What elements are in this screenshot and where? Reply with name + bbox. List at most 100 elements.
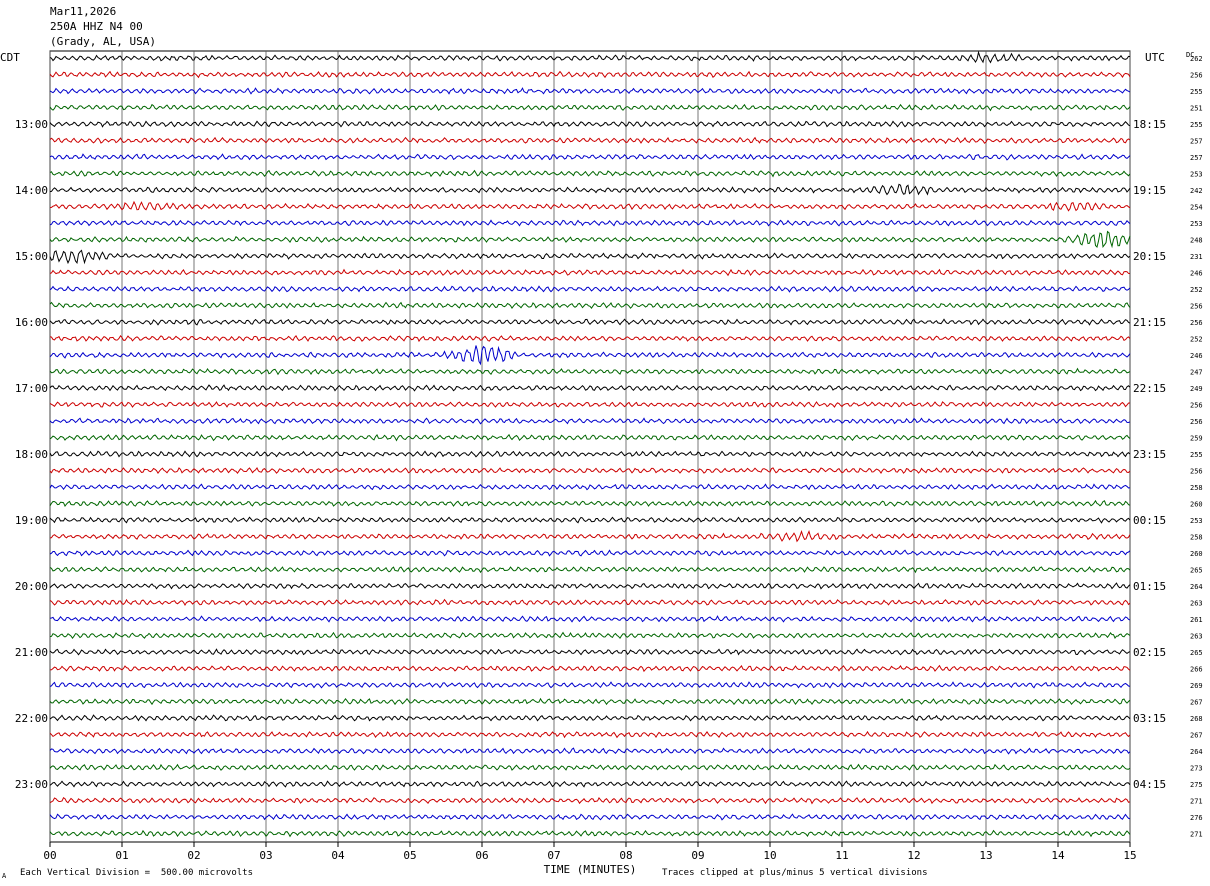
- dc-value: 252: [1190, 336, 1203, 344]
- dc-value: 246: [1190, 270, 1203, 278]
- seismic-trace: [49, 681, 1131, 689]
- dc-value: 264: [1190, 583, 1203, 591]
- date-label: Mar11,2026: [50, 5, 117, 18]
- dc-value: 253: [1190, 517, 1203, 525]
- seismic-trace: [49, 50, 1131, 64]
- dc-value: 265: [1190, 567, 1203, 575]
- seismic-trace: [49, 120, 1131, 128]
- seismic-trace: [49, 796, 1131, 805]
- dc-value: 271: [1190, 798, 1203, 806]
- seismic-trace: [49, 301, 1131, 310]
- seismic-trace: [49, 582, 1131, 590]
- x-tick-label: 15: [1123, 849, 1136, 862]
- right-hour-label: 00:15: [1133, 514, 1166, 527]
- right-hour-label: 19:15: [1133, 184, 1166, 197]
- seismic-trace: [49, 598, 1131, 607]
- dc-value: 271: [1190, 831, 1203, 839]
- left-hour-label: 23:00: [15, 778, 48, 791]
- seismic-trace: [49, 763, 1131, 771]
- seismic-trace: [49, 697, 1131, 706]
- dc-value: 276: [1190, 814, 1203, 822]
- dc-value: 267: [1190, 699, 1203, 707]
- seismic-trace: [49, 153, 1131, 161]
- seismic-trace: [49, 631, 1131, 640]
- dc-value: 262: [1190, 55, 1203, 63]
- seismic-trace: [49, 230, 1131, 249]
- dc-value: 255: [1190, 121, 1203, 129]
- seismic-trace: [49, 103, 1131, 112]
- dc-value: 254: [1190, 204, 1203, 212]
- corner-mark: A: [2, 872, 7, 880]
- dc-value: 263: [1190, 633, 1203, 641]
- left-hour-label: 22:00: [15, 712, 48, 725]
- seismic-trace: [49, 648, 1131, 656]
- dc-value: 256: [1190, 418, 1203, 426]
- right-zone-label: UTC: [1145, 51, 1165, 64]
- dc-value: 259: [1190, 435, 1203, 443]
- left-hour-label: 14:00: [15, 184, 48, 197]
- seismic-trace: [49, 747, 1131, 755]
- seismic-trace: [49, 417, 1131, 425]
- right-hour-label: 18:15: [1133, 118, 1166, 131]
- left-hour-label: 20:00: [15, 580, 48, 593]
- x-tick-label: 14: [1051, 849, 1065, 862]
- x-tick-label: 08: [619, 849, 632, 862]
- dc-value: 255: [1190, 451, 1203, 459]
- dc-value: 256: [1190, 468, 1203, 476]
- right-hour-label: 20:15: [1133, 250, 1166, 263]
- seismic-trace: [49, 285, 1131, 293]
- seismic-trace: [49, 268, 1131, 277]
- dc-value: 242: [1190, 187, 1203, 195]
- left-hour-label: 15:00: [15, 250, 48, 263]
- dc-value: 256: [1190, 319, 1203, 327]
- dc-value: 257: [1190, 154, 1203, 162]
- seismic-trace: [49, 384, 1131, 392]
- location-label: (Grady, AL, USA): [50, 35, 156, 48]
- seismic-trace: [49, 730, 1131, 739]
- dc-value: 266: [1190, 666, 1203, 674]
- right-hour-label: 23:15: [1133, 448, 1166, 461]
- x-tick-label: 06: [475, 849, 488, 862]
- dc-value: 248: [1190, 237, 1203, 245]
- x-tick-label: 05: [403, 849, 416, 862]
- seismic-trace: [49, 516, 1131, 524]
- seismic-trace: [49, 467, 1131, 475]
- seismic-trace: [49, 87, 1131, 95]
- right-hour-label: 04:15: [1133, 778, 1166, 791]
- clip-note: Traces clipped at plus/minus 5 vertical …: [662, 868, 928, 878]
- dc-value: 256: [1190, 303, 1203, 311]
- dc-value: 253: [1190, 171, 1203, 179]
- seismic-trace: [49, 169, 1131, 178]
- dc-value: 273: [1190, 765, 1203, 773]
- dc-value: 258: [1190, 484, 1203, 492]
- x-tick-label: 13: [979, 849, 992, 862]
- seismic-trace: [49, 813, 1131, 821]
- dc-value: 251: [1190, 105, 1203, 113]
- x-tick-label: 03: [259, 849, 272, 862]
- dc-value: 260: [1190, 501, 1203, 509]
- seismic-trace: [49, 334, 1131, 343]
- seismic-trace: [49, 450, 1131, 458]
- x-tick-label: 10: [763, 849, 776, 862]
- scale-note: Each Vertical Division = 500.00 microvol…: [20, 868, 253, 878]
- seismic-trace: [49, 433, 1131, 442]
- dc-value: 257: [1190, 138, 1203, 146]
- seismic-trace: [49, 345, 1131, 366]
- seismic-trace: [49, 401, 1131, 408]
- x-axis-label: TIME (MINUTES): [544, 863, 637, 876]
- seismic-trace: [49, 615, 1131, 623]
- seismic-trace: [49, 530, 1131, 543]
- dc-value: 246: [1190, 352, 1203, 360]
- dc-value: 268: [1190, 715, 1203, 723]
- seismic-trace: [49, 549, 1131, 557]
- left-hour-label: 16:00: [15, 316, 48, 329]
- dc-value: 231: [1190, 253, 1203, 261]
- right-hour-label: 01:15: [1133, 580, 1166, 593]
- x-tick-label: 02: [187, 849, 200, 862]
- x-tick-label: 01: [115, 849, 128, 862]
- x-tick-label: 11: [835, 849, 848, 862]
- seismic-trace: [49, 499, 1131, 508]
- seismic-trace: [49, 249, 1131, 265]
- dc-value: 261: [1190, 616, 1203, 624]
- left-hour-label: 17:00: [15, 382, 48, 395]
